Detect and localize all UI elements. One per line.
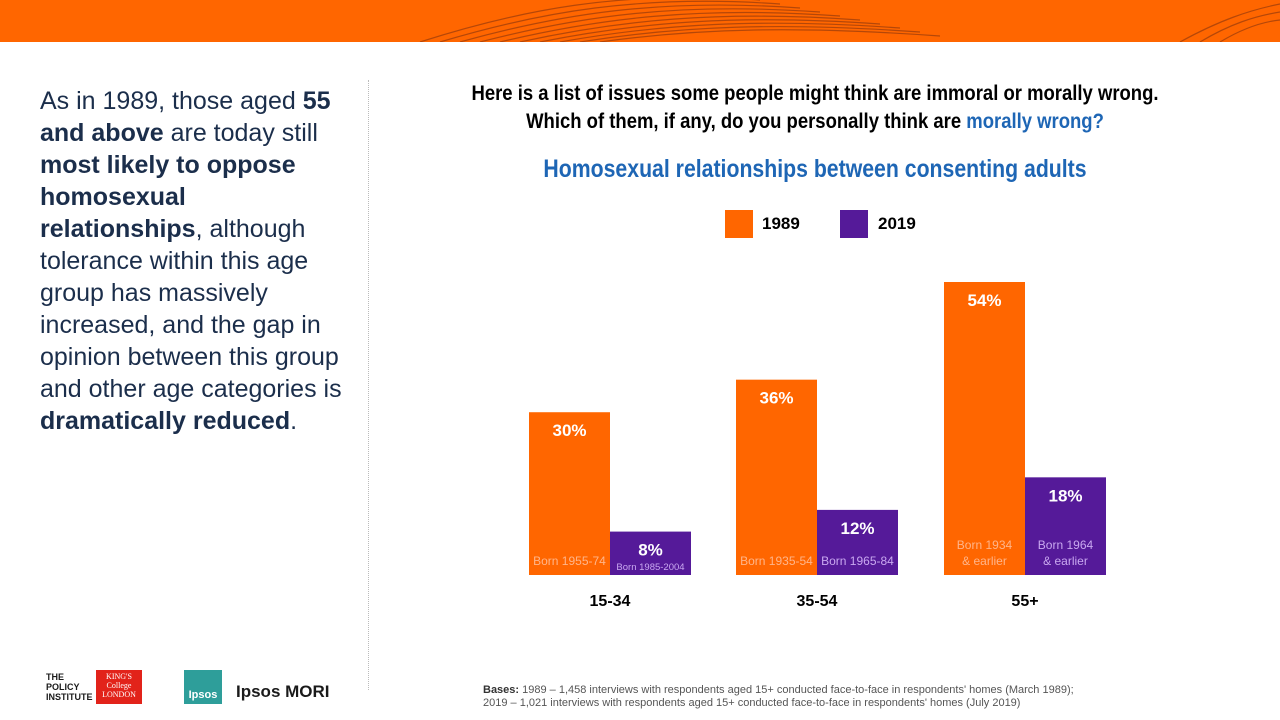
cohort-label: Born 1934	[957, 538, 1013, 552]
bar-2019-35-54	[817, 509, 898, 575]
bases-line-2: 2019 – 1,021 interviews with respondents…	[483, 697, 1021, 709]
x-tick-label: 55+	[1011, 593, 1038, 610]
question-text: Here is a list of issues some people mig…	[471, 82, 1159, 133]
bar-1989-35-54	[736, 379, 817, 575]
data-label: 54%	[967, 291, 1001, 310]
summary-part: , although tolerance within this age gro…	[40, 215, 342, 403]
data-label: 36%	[759, 389, 793, 408]
summary-part: .	[290, 407, 298, 435]
survey-question: Here is a list of issues some people mig…	[450, 80, 1180, 136]
summary-text: As in 1989, those aged 55 and above are …	[40, 85, 350, 437]
data-label: 30%	[552, 421, 586, 440]
legend-swatch-1989	[725, 210, 753, 238]
bar-1989-55+	[944, 282, 1025, 575]
ipsos-logo: Ipsos	[184, 670, 222, 704]
cohort-label: Born 1965-84	[821, 554, 894, 568]
cohort-label: Born 1964	[1038, 538, 1094, 552]
summary-part: are today still	[163, 119, 318, 147]
cohort-label: Born 1955-74	[533, 554, 606, 568]
legend-swatch-2019	[840, 210, 868, 238]
summary-part-bold: 55 and above	[40, 87, 331, 147]
chart-title: Homosexual relationships between consent…	[543, 155, 1087, 183]
question-highlight: morally wrong?	[966, 110, 1104, 133]
cohort-label: & earlier	[962, 554, 1007, 568]
bases-line-1: 1989 – 1,458 interviews with respondents…	[522, 684, 1074, 696]
kings-college-logo: KING'S College LONDON	[96, 670, 142, 704]
bases-footnote: Bases: 1989 – 1,458 interviews with resp…	[483, 684, 1263, 710]
ipsos-mori-wordmark: Ipsos MORI	[236, 682, 330, 701]
top-banner	[0, 0, 1280, 42]
policy-institute-logo: THE POLICY INSTITUTE	[46, 672, 93, 702]
x-tick-label: 15-34	[590, 593, 631, 610]
summary-part: As in 1989, those aged	[40, 87, 303, 115]
x-tick-label: 35-54	[797, 593, 838, 610]
legend-label-1989: 1989	[762, 214, 800, 233]
summary-part-bold: dramatically reduced	[40, 407, 291, 435]
cohort-label: Born 1935-54	[740, 554, 813, 568]
bases-label: Bases:	[483, 684, 520, 696]
cohort-label: Born 1985-2004	[616, 562, 684, 573]
bar-2019-15-34	[610, 531, 691, 575]
data-label: 12%	[840, 519, 874, 538]
banner-pattern	[419, 0, 1280, 42]
bar-2019-55+	[1025, 477, 1106, 575]
data-label: 18%	[1048, 486, 1082, 505]
bar-1989-15-34	[529, 412, 610, 575]
data-label: 8%	[638, 541, 663, 560]
column-divider	[368, 80, 369, 690]
summary-part-bold: most likely to oppose homosexual relatio…	[40, 151, 296, 243]
legend-label-2019: 2019	[878, 214, 916, 233]
cohort-label: & earlier	[1043, 554, 1088, 568]
